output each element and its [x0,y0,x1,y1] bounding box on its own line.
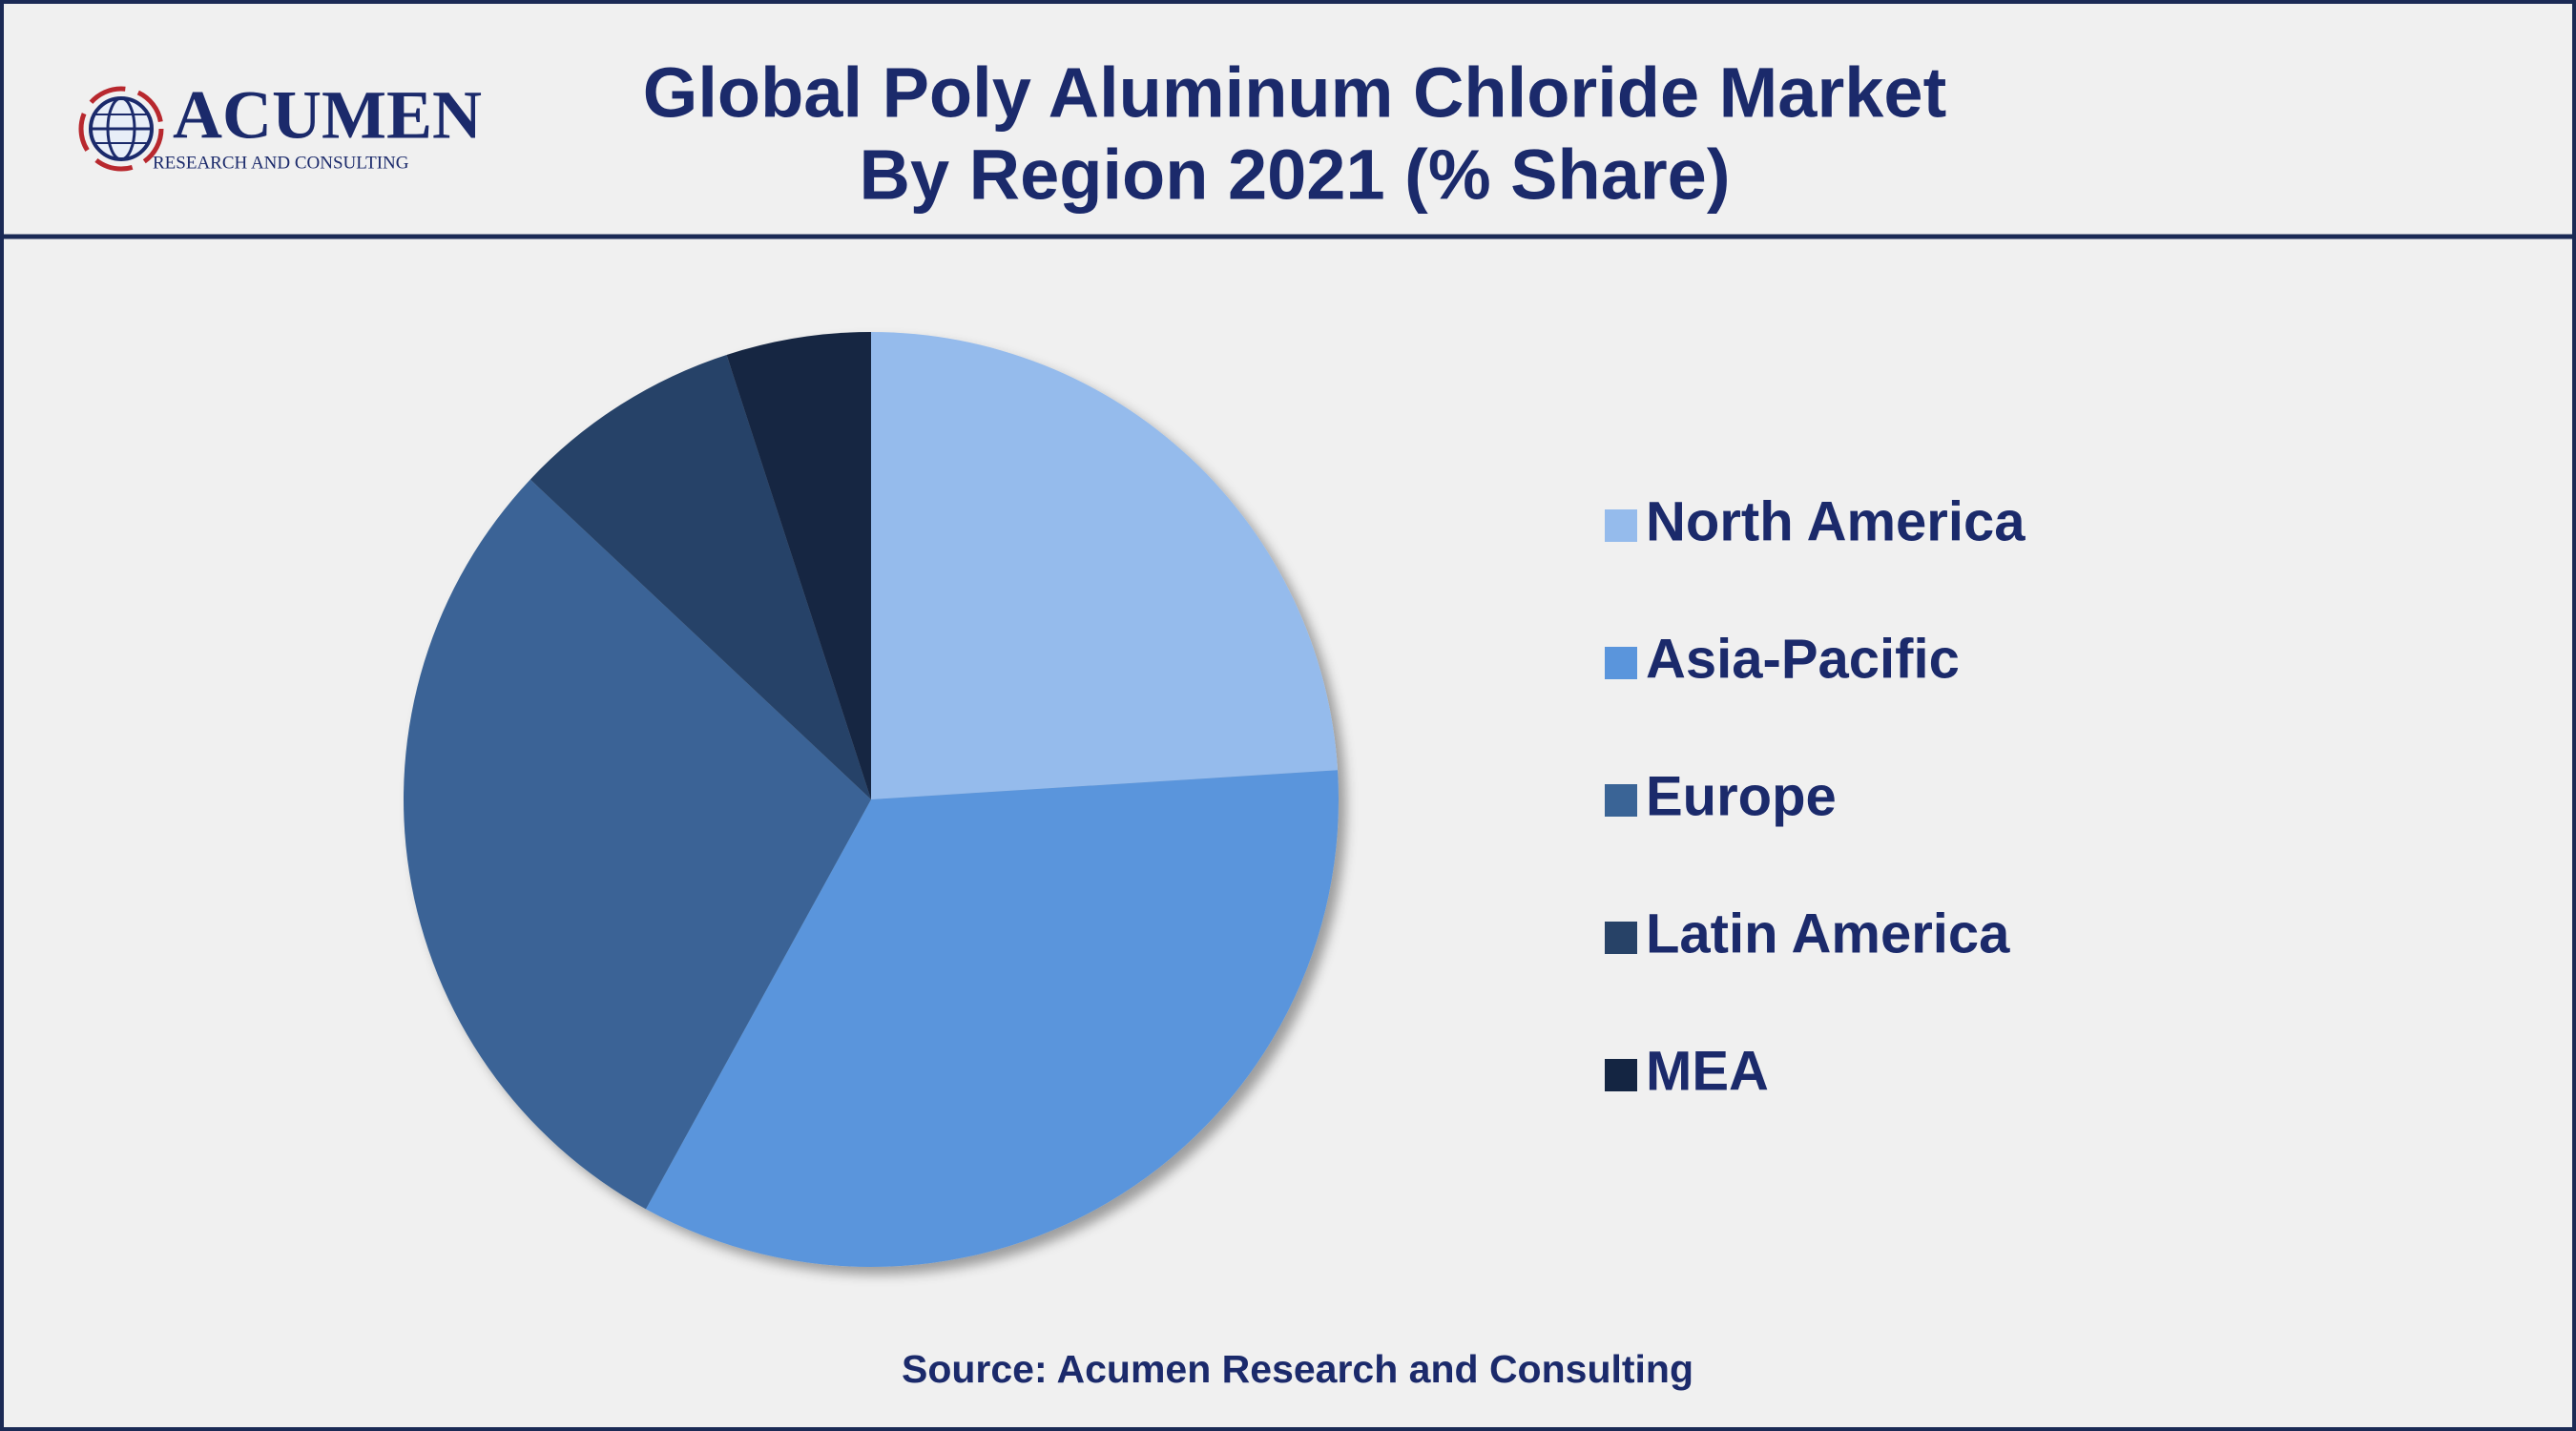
pie-slice [645,770,1339,1267]
legend-label: North America [1646,490,2025,552]
legend-swatch [1605,784,1637,817]
legend-swatch [1605,647,1637,679]
legend-swatch [1605,509,1637,542]
legend-label: Asia-Pacific [1646,628,1960,690]
logo-name: ACUMEN [173,77,482,154]
chart-subtitle: By Region 2021 (% Share) [860,135,1731,215]
legend-label: Europe [1646,765,1837,827]
chart-title: Global Poly Aluminum Chloride Market [643,53,1946,133]
legend: North America Asia-Pacific Europe Latin Ame… [1605,490,2025,1102]
legend-label: Latin America [1646,902,2010,964]
logo-tagline: RESEARCH AND CONSULTING [153,153,409,173]
pie-slice [404,479,871,1210]
legend-swatch [1605,1059,1637,1091]
legend-label: MEA [1646,1040,1769,1102]
legend-swatch [1605,922,1637,954]
source: Source: Acumen Research and Consulting [902,1347,1693,1391]
pie-slice [726,332,871,799]
logo: ACUMEN RESEARCH AND CONSULTING [78,77,482,173]
pie-slice [871,332,1339,799]
pie-slice [530,354,871,799]
logo-ring [78,86,164,172]
pie [404,332,1339,1267]
